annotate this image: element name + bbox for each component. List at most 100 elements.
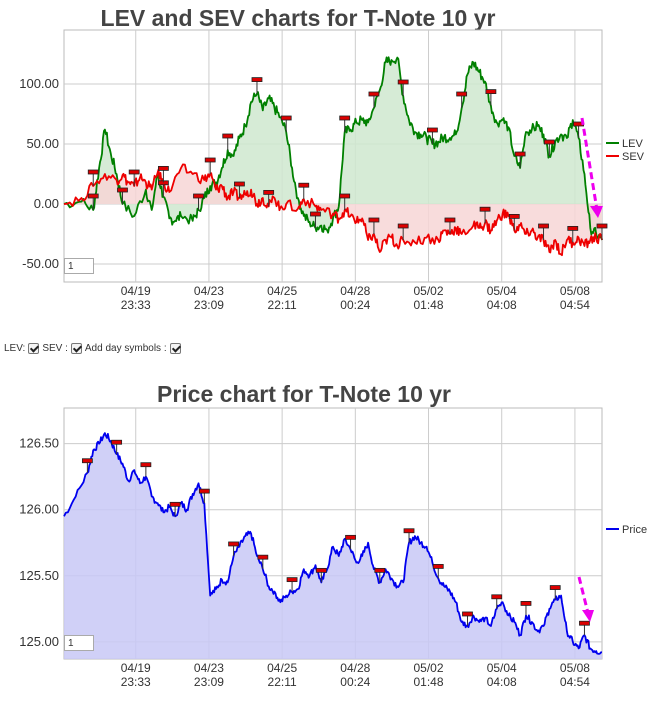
day-marker: [286, 577, 298, 583]
y-tick-label: 126.00: [19, 502, 59, 517]
x-tick-date: 04/23: [194, 284, 224, 298]
zoom-value: 1: [68, 261, 74, 272]
day-marker: [87, 193, 99, 199]
day-marker: [87, 169, 99, 175]
day-marker: [579, 620, 590, 626]
x-tick-time: 04:54: [560, 675, 590, 689]
x-tick-date: 04/28: [340, 661, 370, 675]
day-marker: [169, 501, 181, 507]
legend-sev-label: SEV: [622, 151, 645, 163]
day-marker: [485, 89, 497, 94]
x-tick-date: 05/08: [560, 284, 590, 298]
day-symbols-checkbox[interactable]: [169, 343, 181, 354]
day-marker: [234, 181, 245, 187]
day-marker: [257, 554, 269, 560]
day-marker: [315, 567, 327, 573]
x-tick-date: 05/04: [487, 284, 517, 298]
trend-arrow: [580, 117, 599, 211]
day-marker: [298, 182, 310, 188]
sev-checkbox[interactable]: [70, 343, 82, 354]
series-lines: [63, 56, 603, 257]
lev-sev-chart: LEV and SEV charts for T-Note 10 yr 100.…: [19, 5, 645, 312]
day-marker: [222, 133, 234, 139]
x-tick-date: 05/08: [560, 661, 590, 675]
series-area-price: [64, 433, 602, 659]
day-marker: [158, 165, 169, 171]
day-symbols-label: Add day symbols :: [84, 343, 167, 354]
sev-label: SEV :: [42, 343, 68, 354]
x-tick-time: 22:11: [268, 675, 297, 689]
x-tick-date: 04/28: [340, 284, 370, 298]
day-marker: [462, 611, 473, 617]
x-tick-time: 00:24: [340, 675, 370, 689]
day-marker: [491, 594, 503, 600]
day-marker: [444, 217, 456, 223]
x-tick-time: 23:33: [121, 298, 151, 312]
legend-price-label: Price: [622, 524, 647, 536]
day-marker: [204, 157, 216, 163]
y-tick-label: 125.50: [19, 568, 59, 583]
x-tick-time: 23:09: [194, 298, 224, 312]
trend-arrow-head: [582, 610, 594, 622]
day-marker: [339, 193, 351, 199]
zoom-value: 1: [68, 638, 74, 649]
series-area-lev: [64, 57, 602, 240]
zoom-input[interactable]: 1: [64, 258, 94, 274]
chart-title: Price chart for T-Note 10 yr: [157, 381, 451, 407]
x-tick-time: 04:08: [487, 675, 517, 689]
lev-checkbox[interactable]: [28, 343, 40, 354]
zoom-input[interactable]: 1: [64, 635, 94, 651]
day-marker: [345, 534, 356, 540]
x-tick-date: 04/23: [194, 661, 224, 675]
y-tick-label: 0.00: [34, 196, 59, 211]
series-areas: [64, 433, 602, 659]
day-markers: [87, 77, 608, 243]
day-marker: [368, 217, 380, 223]
x-tick-date: 04/25: [267, 284, 297, 298]
day-marker: [339, 115, 351, 121]
x-tick-date: 04/19: [121, 284, 151, 298]
y-tick-label: 100.00: [19, 76, 59, 91]
day-marker: [280, 115, 292, 121]
y-tick-label: 50.00: [26, 136, 59, 151]
day-marker: [567, 225, 579, 231]
x-tick-time: 04:08: [487, 298, 517, 312]
x-tick-time: 00:24: [340, 298, 370, 312]
lev-label: LEV:: [4, 343, 26, 354]
x-tick-time: 04:54: [560, 298, 590, 312]
day-marker: [228, 541, 239, 547]
series-lines: [63, 432, 603, 655]
chart-title: LEV and SEV charts for T-Note 10 yr: [101, 5, 496, 31]
day-marker: [427, 127, 438, 133]
day-marker: [111, 439, 123, 445]
x-tick-date: 05/02: [414, 284, 444, 298]
x-tick-date: 04/19: [121, 661, 151, 675]
x-tick-time: 23:33: [121, 675, 151, 689]
day-markers: [81, 439, 590, 636]
day-marker: [549, 585, 561, 590]
day-marker: [543, 139, 555, 145]
day-marker: [251, 77, 263, 82]
day-marker: [397, 223, 409, 229]
x-tick-time: 22:11: [268, 298, 297, 312]
day-marker: [140, 462, 152, 468]
day-marker: [193, 193, 204, 199]
day-marker: [538, 223, 549, 229]
day-marker: [508, 213, 520, 219]
price-chart: Price chart for T-Note 10 yr 126.50 126.0…: [19, 381, 647, 689]
x-tick-time: 01:48: [414, 298, 444, 312]
x-tick-date: 05/02: [414, 661, 444, 675]
day-marker: [81, 458, 93, 464]
day-marker: [263, 189, 275, 195]
day-marker: [479, 206, 491, 212]
series-line-sev: [63, 163, 603, 257]
y-tick-label: 125.00: [19, 634, 59, 649]
day-marker: [397, 79, 409, 85]
series-line-price: [63, 432, 603, 655]
day-marker: [368, 91, 380, 97]
day-marker: [310, 211, 321, 217]
y-axis-ticks: 126.50 126.00 125.50 125.00: [19, 436, 59, 649]
legend: Price: [606, 524, 647, 536]
legend: LEV SEV: [606, 138, 645, 163]
